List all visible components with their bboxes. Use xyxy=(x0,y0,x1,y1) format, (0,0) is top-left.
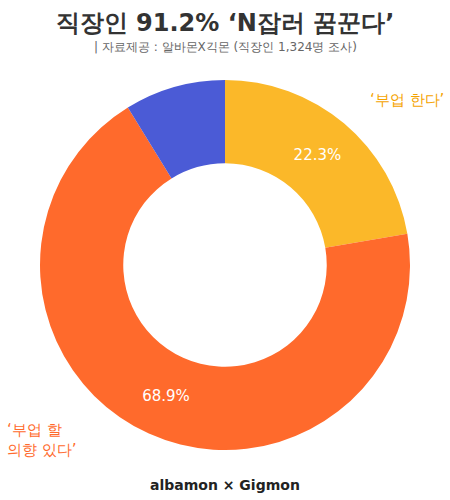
svg-text:albamon × Gigmon: albamon × Gigmon xyxy=(150,477,300,493)
svg-text:22.3%: 22.3% xyxy=(294,146,342,164)
svg-text:| 자료제공 : 알바몬X긱몬 (직장인 1,324명 조사: | 자료제공 : 알바몬X긱몬 (직장인 1,324명 조사) xyxy=(94,40,357,54)
svg-text:‘부업 한다’: ‘부업 한다’ xyxy=(370,91,444,109)
svg-text:‘부업 할의향 있다’: ‘부업 할의향 있다’ xyxy=(7,421,77,459)
svg-text:68.9%: 68.9% xyxy=(142,387,190,405)
svg-text:직장인 91.2% ‘N잡러 꿈꾼다’: 직장인 91.2% ‘N잡러 꿈꾼다’ xyxy=(56,9,395,37)
